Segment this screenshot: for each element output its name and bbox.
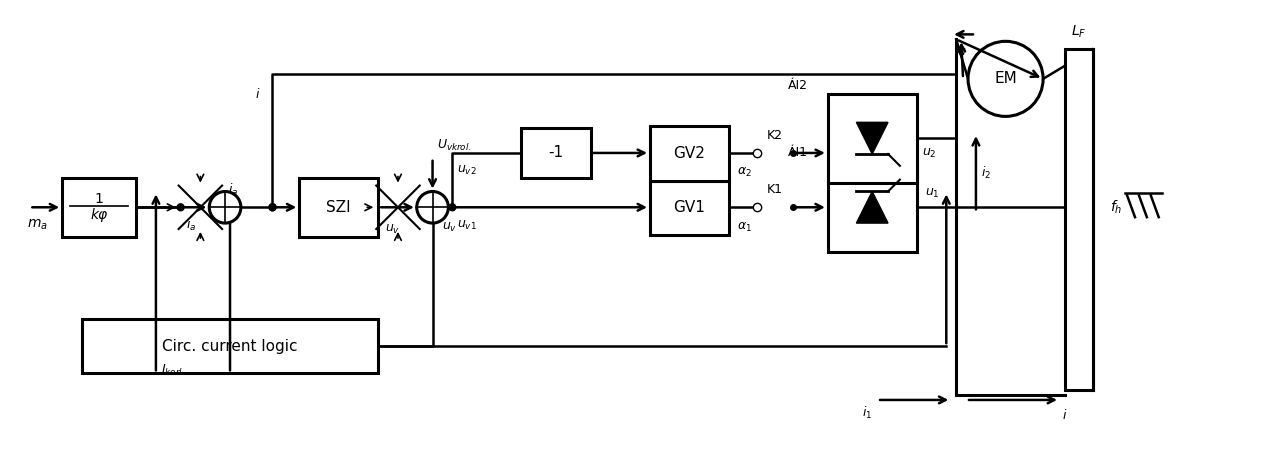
Text: $u_v$: $u_v$: [443, 220, 457, 234]
Circle shape: [177, 204, 184, 211]
Text: $i$: $i$: [256, 87, 261, 101]
Text: $u_2$: $u_2$: [922, 147, 936, 160]
Text: $\alpha_2$: $\alpha_2$: [737, 166, 751, 179]
Text: $\alpha_1$: $\alpha_1$: [737, 220, 752, 234]
Text: $i_a$: $i_a$: [186, 217, 195, 233]
Text: $u$: $u$: [958, 45, 967, 58]
Text: 1: 1: [95, 192, 104, 207]
Text: $i_a$: $i_a$: [229, 182, 239, 198]
Text: ÁI2: ÁI2: [788, 79, 808, 92]
Text: $I_{korl.}$: $I_{korl.}$: [160, 364, 185, 378]
Circle shape: [417, 191, 448, 223]
Text: K2: K2: [767, 128, 783, 142]
Bar: [650, 126, 729, 181]
Text: $i$: $i$: [1062, 408, 1067, 422]
Circle shape: [209, 191, 241, 223]
Circle shape: [449, 204, 456, 211]
Polygon shape: [856, 191, 889, 223]
Text: EM: EM: [994, 71, 1017, 86]
Text: $u_1$: $u_1$: [924, 187, 939, 200]
Bar: [828, 94, 917, 182]
Text: $u_{v2}$: $u_{v2}$: [457, 164, 476, 177]
Text: $u_{v1}$: $u_{v1}$: [457, 219, 478, 231]
Text: GV2: GV2: [674, 146, 705, 161]
Bar: [299, 178, 379, 237]
Text: $u_v$: $u_v$: [385, 223, 401, 236]
Circle shape: [968, 41, 1043, 116]
Polygon shape: [856, 122, 889, 154]
Bar: [650, 181, 729, 235]
Text: GV1: GV1: [674, 201, 705, 215]
Text: $f_h$: $f_h$: [1111, 199, 1122, 216]
Text: $L_F$: $L_F$: [1071, 23, 1086, 40]
Text: K1: K1: [767, 183, 783, 196]
Text: $i_1$: $i_1$: [862, 405, 872, 421]
Circle shape: [270, 204, 276, 211]
Text: ÁI1: ÁI1: [788, 146, 808, 159]
Bar: [62, 178, 136, 237]
Text: SZI: SZI: [326, 200, 351, 215]
Text: $i_2$: $i_2$: [981, 164, 991, 181]
Bar: [828, 163, 917, 252]
Text: $m_a$: $m_a$: [27, 218, 49, 232]
Text: kφ: kφ: [91, 208, 108, 222]
Circle shape: [270, 204, 276, 211]
Text: -1: -1: [548, 146, 564, 160]
Bar: [521, 128, 591, 178]
Bar: [1064, 49, 1093, 390]
Text: Circ. current logic: Circ. current logic: [162, 339, 298, 353]
Text: $U_{vkrol.}$: $U_{vkrol.}$: [438, 138, 473, 153]
Bar: [82, 319, 379, 373]
